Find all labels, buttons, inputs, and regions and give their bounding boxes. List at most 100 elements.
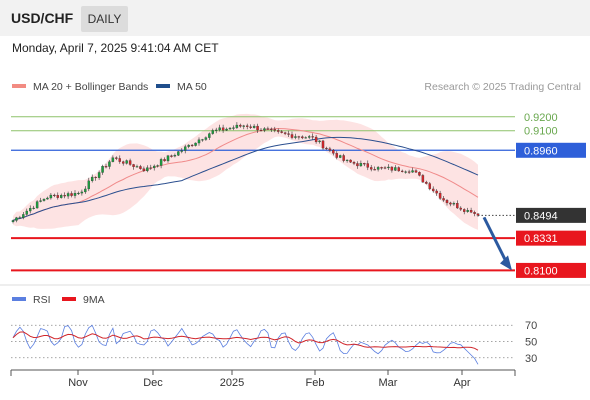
rsi-ma-line xyxy=(12,331,479,351)
candle-body xyxy=(170,155,173,157)
candle xyxy=(314,134,318,144)
candle-body xyxy=(201,139,204,141)
timeframe-button[interactable]: DAILY xyxy=(81,6,128,32)
candle-body xyxy=(352,162,356,164)
level-label: 0.8960 xyxy=(524,145,558,157)
candle-body xyxy=(308,136,311,138)
candle xyxy=(153,164,156,171)
candle-body xyxy=(239,124,242,127)
candle xyxy=(349,159,352,163)
rsi-legend-label: 9MA xyxy=(83,294,105,306)
candle-body xyxy=(342,155,345,161)
candle-body xyxy=(349,159,352,163)
candle xyxy=(449,201,452,207)
candle xyxy=(301,135,304,140)
candle-body xyxy=(18,217,22,219)
candle-body xyxy=(156,165,159,167)
moving-averages xyxy=(12,127,479,221)
candle xyxy=(294,133,297,140)
candle-body xyxy=(35,201,39,209)
candle xyxy=(118,155,121,164)
level-label-box xyxy=(516,207,586,223)
candle-body xyxy=(111,157,115,162)
candle-body xyxy=(211,130,214,134)
candle-body xyxy=(15,217,18,221)
candle xyxy=(283,131,287,136)
candle xyxy=(256,123,259,134)
candle xyxy=(380,166,383,170)
x-tick-label: Nov xyxy=(68,377,88,389)
candle xyxy=(304,136,307,139)
candle xyxy=(156,164,159,168)
candle-body xyxy=(294,136,297,138)
candle xyxy=(387,164,390,170)
candle-body xyxy=(459,207,462,210)
candle xyxy=(204,136,208,141)
forecast-arrow xyxy=(482,216,512,271)
candle-body xyxy=(339,155,342,158)
legend: MA 20 + Bollinger Bands MA 50 Research © 2… xyxy=(12,81,581,93)
candle-body xyxy=(142,168,146,172)
candle xyxy=(356,161,359,169)
candle-body xyxy=(311,136,314,138)
candle-body xyxy=(363,163,366,165)
candle xyxy=(135,164,139,168)
candle xyxy=(397,166,400,172)
candle-body xyxy=(91,176,94,182)
candle-body xyxy=(128,160,132,165)
candle xyxy=(232,125,235,131)
candle-body xyxy=(283,132,287,134)
candle-body xyxy=(97,172,101,178)
level-label: 0.9200 xyxy=(524,112,558,124)
candle-body xyxy=(273,129,276,131)
legend-label: MA 50 xyxy=(177,81,207,93)
candle-body xyxy=(80,191,84,194)
rsi-level-label: 30 xyxy=(525,353,537,365)
level-labels: 0.9200 0.9100 0.8960 0.8494 0.8331 0.8100 xyxy=(516,112,586,278)
candle-body xyxy=(277,130,280,132)
candle-body xyxy=(280,131,283,133)
candle-body xyxy=(180,150,183,152)
candle xyxy=(459,206,462,212)
candle xyxy=(266,126,270,130)
forecast-arrow-shaft xyxy=(482,216,508,263)
timestamp: Monday, April 7, 2025 9:41:04 AM CET xyxy=(12,41,219,55)
candle-body xyxy=(432,188,435,192)
candle xyxy=(411,167,414,173)
candle-body xyxy=(115,157,118,159)
candle-body xyxy=(63,195,66,197)
candle xyxy=(125,159,128,165)
candle-body xyxy=(263,128,266,131)
candle xyxy=(94,176,97,181)
candle xyxy=(401,169,404,173)
candle-body xyxy=(270,128,273,130)
candle-body xyxy=(221,127,225,131)
candle xyxy=(342,153,345,163)
candle-body xyxy=(290,134,294,138)
candle-body xyxy=(87,180,90,190)
candle-body xyxy=(166,155,170,162)
candle-body xyxy=(66,193,70,197)
rsi-level-label: 70 xyxy=(525,320,537,332)
candle-body xyxy=(390,166,394,171)
candle-body xyxy=(394,167,397,171)
candle xyxy=(184,144,187,154)
candle-body xyxy=(366,163,369,168)
ma20-line xyxy=(12,127,479,221)
candle xyxy=(297,135,301,140)
candle-body xyxy=(442,198,445,201)
candle-body xyxy=(218,127,221,131)
candle-body xyxy=(466,209,469,212)
candle xyxy=(53,193,56,198)
candle-body xyxy=(401,170,404,172)
candle xyxy=(101,164,104,175)
candle xyxy=(163,157,166,162)
candles xyxy=(11,122,480,224)
candle-body xyxy=(70,193,73,196)
candle xyxy=(122,160,125,166)
candle xyxy=(394,165,397,171)
candle xyxy=(376,166,380,172)
candle xyxy=(442,196,445,202)
candle xyxy=(87,177,90,192)
